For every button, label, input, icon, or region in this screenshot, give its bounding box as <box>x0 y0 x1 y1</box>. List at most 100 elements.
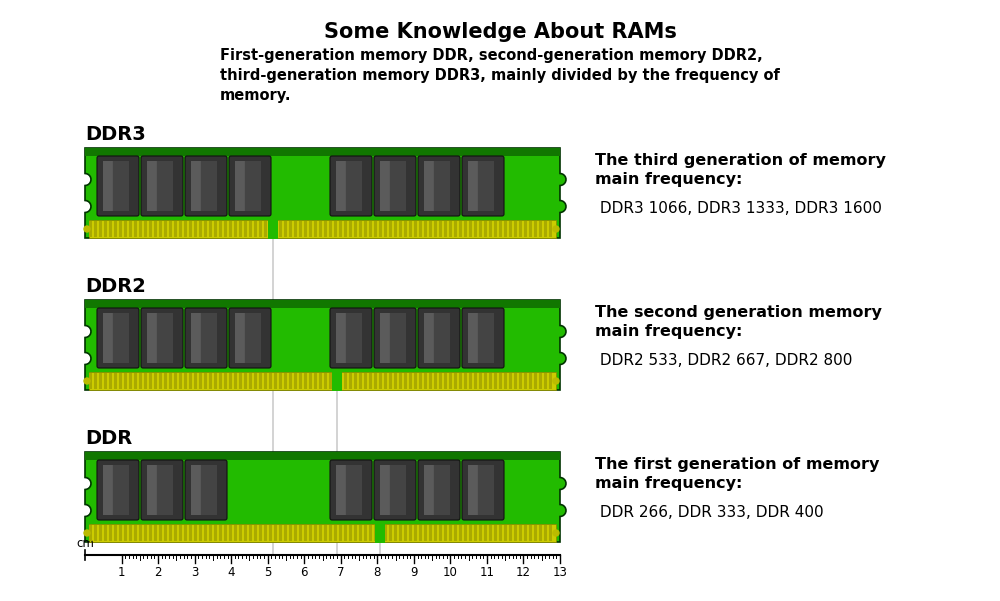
Bar <box>439 373 442 389</box>
Bar <box>274 373 277 389</box>
Bar <box>269 221 272 237</box>
Bar <box>479 525 482 541</box>
Bar <box>224 373 227 389</box>
Bar <box>147 313 156 363</box>
Bar <box>179 373 182 389</box>
Bar <box>424 221 427 237</box>
Bar <box>229 221 232 237</box>
Bar <box>319 221 322 237</box>
Bar <box>274 525 277 541</box>
Bar <box>200 465 217 515</box>
Bar <box>504 221 507 237</box>
Bar <box>468 313 478 363</box>
Bar <box>169 525 172 541</box>
Bar <box>94 525 97 541</box>
Bar <box>494 525 497 541</box>
Bar <box>319 373 322 389</box>
Bar <box>394 373 397 389</box>
Bar <box>499 373 502 389</box>
Bar <box>104 373 107 389</box>
Bar <box>509 221 512 237</box>
Bar <box>369 221 372 237</box>
Bar <box>477 161 494 211</box>
Bar <box>344 373 347 389</box>
Bar <box>379 221 382 237</box>
Bar <box>519 373 522 389</box>
Bar <box>434 221 437 237</box>
Bar <box>380 161 390 211</box>
Bar <box>112 161 129 211</box>
FancyBboxPatch shape <box>330 460 372 520</box>
Bar <box>234 221 237 237</box>
Text: 4: 4 <box>227 566 235 579</box>
Bar <box>504 373 507 389</box>
Bar <box>524 221 527 237</box>
Text: 6: 6 <box>300 566 308 579</box>
Bar <box>479 373 482 389</box>
FancyBboxPatch shape <box>229 308 271 368</box>
Bar <box>499 525 502 541</box>
Bar <box>539 221 542 237</box>
Bar <box>304 525 307 541</box>
Bar <box>349 525 352 541</box>
Bar <box>354 373 357 389</box>
Bar <box>404 373 407 389</box>
Bar <box>514 373 517 389</box>
Bar <box>474 221 477 237</box>
Bar <box>514 525 517 541</box>
Bar <box>332 371 342 391</box>
Bar <box>179 221 182 237</box>
Bar <box>259 373 262 389</box>
Bar <box>184 373 187 389</box>
Bar <box>424 161 434 211</box>
Bar <box>89 525 92 541</box>
Bar <box>164 525 167 541</box>
Bar <box>89 221 92 237</box>
Bar <box>380 465 390 515</box>
Bar <box>477 465 494 515</box>
Bar <box>484 221 487 237</box>
Bar <box>384 373 387 389</box>
Bar <box>509 373 512 389</box>
Bar <box>499 221 502 237</box>
Bar <box>524 525 527 541</box>
Bar <box>374 373 377 389</box>
Bar <box>379 525 382 541</box>
Text: DDR2 533, DDR2 667, DDR2 800: DDR2 533, DDR2 667, DDR2 800 <box>595 353 852 368</box>
Text: DDR 266, DDR 333, DDR 400: DDR 266, DDR 333, DDR 400 <box>595 505 824 520</box>
Polygon shape <box>85 148 566 238</box>
Bar <box>114 221 117 237</box>
Bar <box>389 313 406 363</box>
Bar <box>309 525 312 541</box>
Bar <box>529 373 532 389</box>
Bar <box>534 525 537 541</box>
Bar <box>399 525 402 541</box>
Bar <box>529 221 532 237</box>
Bar <box>433 465 450 515</box>
Bar <box>259 525 262 541</box>
Bar <box>159 221 162 237</box>
Bar <box>309 373 312 389</box>
Bar <box>374 221 377 237</box>
Bar <box>299 221 302 237</box>
Bar <box>334 373 337 389</box>
Bar <box>294 525 297 541</box>
Bar <box>544 373 547 389</box>
Bar <box>459 221 462 237</box>
Bar <box>156 161 173 211</box>
Text: The first generation of memory
main frequency:: The first generation of memory main freq… <box>595 457 879 490</box>
Bar <box>164 373 167 389</box>
Bar <box>284 221 287 237</box>
Bar <box>174 373 177 389</box>
Bar <box>249 373 252 389</box>
Bar <box>429 525 432 541</box>
Bar <box>85 452 560 460</box>
Bar <box>409 221 412 237</box>
Bar <box>139 373 142 389</box>
Bar <box>219 525 222 541</box>
FancyBboxPatch shape <box>185 308 227 368</box>
Bar <box>149 221 152 237</box>
Text: 1: 1 <box>118 566 125 579</box>
Bar <box>409 525 412 541</box>
Bar <box>104 525 107 541</box>
